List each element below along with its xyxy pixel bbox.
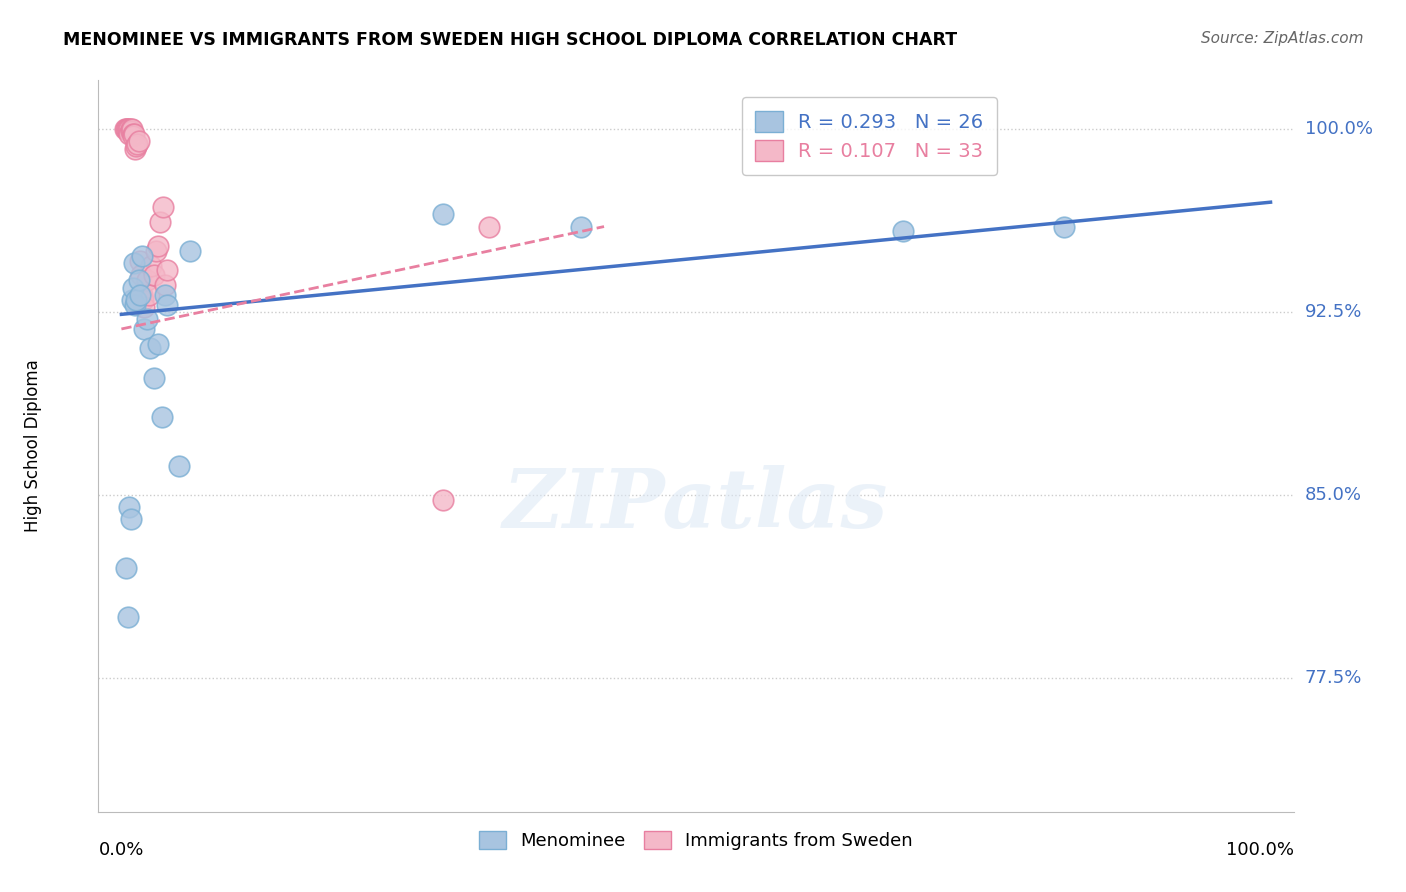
Point bbox=[478, 219, 501, 234]
Text: 100.0%: 100.0% bbox=[1226, 841, 1294, 859]
Text: 100.0%: 100.0% bbox=[1305, 120, 1372, 138]
Point bbox=[150, 409, 173, 424]
Point bbox=[121, 122, 143, 136]
Point bbox=[153, 278, 176, 293]
Point bbox=[128, 273, 150, 287]
Point bbox=[120, 122, 142, 136]
Text: ZIPatlas: ZIPatlas bbox=[503, 465, 889, 544]
Point bbox=[148, 336, 170, 351]
Point bbox=[142, 370, 165, 384]
Point bbox=[122, 129, 145, 144]
Text: 92.5%: 92.5% bbox=[1305, 303, 1362, 321]
Point bbox=[179, 244, 201, 258]
Point bbox=[118, 500, 141, 514]
Point bbox=[153, 288, 176, 302]
Point bbox=[114, 122, 136, 136]
Point bbox=[122, 127, 145, 141]
Legend: Menominee, Immigrants from Sweden: Menominee, Immigrants from Sweden bbox=[472, 823, 920, 857]
Point bbox=[1053, 219, 1076, 234]
Point bbox=[120, 124, 142, 138]
Point bbox=[124, 297, 146, 311]
Point bbox=[134, 322, 156, 336]
Point bbox=[121, 293, 143, 307]
Point bbox=[115, 122, 138, 136]
Point bbox=[432, 492, 454, 507]
Point bbox=[128, 288, 150, 302]
Point bbox=[127, 136, 149, 151]
Text: MENOMINEE VS IMMIGRANTS FROM SWEDEN HIGH SCHOOL DIPLOMA CORRELATION CHART: MENOMINEE VS IMMIGRANTS FROM SWEDEN HIGH… bbox=[63, 31, 957, 49]
Point bbox=[142, 268, 165, 283]
Point bbox=[129, 268, 152, 283]
Point bbox=[569, 219, 592, 234]
Point bbox=[128, 134, 150, 148]
Point bbox=[115, 561, 138, 575]
Point bbox=[117, 122, 139, 136]
Point bbox=[148, 239, 170, 253]
Point bbox=[135, 273, 157, 287]
Text: Source: ZipAtlas.com: Source: ZipAtlas.com bbox=[1201, 31, 1364, 46]
Point bbox=[156, 297, 179, 311]
Point bbox=[125, 293, 148, 307]
Text: 85.0%: 85.0% bbox=[1305, 486, 1361, 504]
Point bbox=[122, 280, 145, 294]
Point bbox=[118, 122, 141, 136]
Text: 0.0%: 0.0% bbox=[98, 841, 143, 859]
Point bbox=[125, 139, 148, 153]
Point bbox=[134, 300, 156, 314]
Point bbox=[135, 312, 157, 326]
Point bbox=[120, 512, 142, 526]
Point bbox=[131, 288, 153, 302]
Point bbox=[122, 127, 145, 141]
Point bbox=[138, 288, 160, 302]
Point bbox=[152, 200, 174, 214]
Text: High School Diploma: High School Diploma bbox=[24, 359, 42, 533]
Point bbox=[122, 256, 145, 270]
Point bbox=[149, 215, 172, 229]
Point bbox=[115, 122, 138, 136]
Point bbox=[141, 259, 163, 273]
Point bbox=[139, 342, 162, 356]
Point bbox=[145, 244, 167, 258]
Point bbox=[118, 127, 141, 141]
Point bbox=[128, 253, 150, 268]
Point bbox=[156, 263, 179, 277]
Point bbox=[117, 609, 139, 624]
Point bbox=[432, 207, 454, 221]
Text: 77.5%: 77.5% bbox=[1305, 669, 1362, 687]
Point bbox=[131, 249, 153, 263]
Point bbox=[124, 142, 146, 156]
Point bbox=[132, 293, 155, 307]
Point bbox=[891, 224, 914, 238]
Point bbox=[167, 458, 190, 473]
